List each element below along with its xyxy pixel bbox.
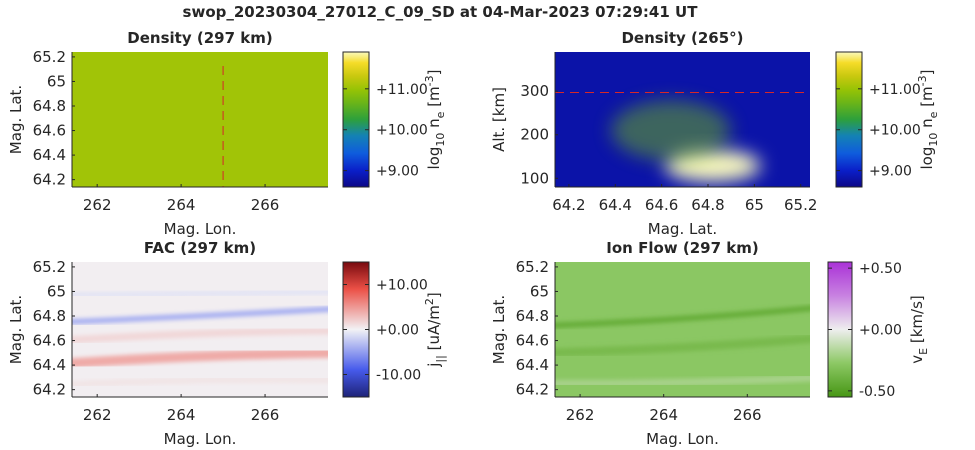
colorbar-tick-label: +11.00 — [869, 82, 921, 98]
colorbar — [342, 51, 370, 188]
flow-band — [555, 334, 810, 357]
fac-band — [72, 288, 328, 299]
colorbar-tick-label: +0.00 — [859, 323, 902, 339]
flow-band — [555, 305, 810, 329]
colorbar-tick-label: -10.00 — [376, 368, 421, 384]
y-axis-label: Mag. Lat. — [7, 295, 25, 364]
x-axis-label: Mag. Lon. — [164, 430, 237, 448]
colorbar — [835, 51, 863, 188]
y-tick-label: 64.4 — [33, 356, 66, 374]
x-tick-label: 64.4 — [599, 196, 632, 214]
colorbar-tick-label: +9.00 — [869, 164, 912, 180]
colorbar-tick-label: +9.00 — [376, 164, 419, 180]
x-tick-label: 266 — [251, 196, 280, 214]
colorbar-tick-label: +0.00 — [376, 323, 419, 339]
colorbar-tick-label: +10.00 — [376, 278, 428, 294]
y-tick-label: 64.6 — [516, 332, 549, 350]
y-axis-label: Mag. Lat. — [7, 85, 25, 154]
y-tick-label: 64.4 — [516, 356, 549, 374]
y-tick-label: 300 — [520, 82, 549, 100]
x-axis-label: Mag. Lon. — [164, 220, 237, 238]
colorbar-tick-label: +0.50 — [859, 261, 902, 277]
panel-fac-map: 262 264 266 64.2 64.4 64.6 64.8 65 65.2 FAC (297 … — [7, 239, 447, 448]
x-tick-label: 64.8 — [691, 196, 724, 214]
y-tick-label: 64.8 — [33, 97, 66, 115]
colorbar — [342, 261, 370, 398]
x-axis-label: Mag. Lat. — [648, 220, 717, 238]
fac-band — [72, 306, 328, 325]
colorbar-label: j|| [uA/m2] — [423, 292, 447, 368]
y-tick-label: 65 — [47, 72, 66, 90]
heatmap-field — [72, 262, 328, 397]
heatmap-field — [72, 52, 328, 187]
x-tick-label: 262 — [83, 406, 112, 424]
heatmap-field — [555, 262, 810, 397]
x-tick-label: 266 — [733, 406, 762, 424]
y-tick-label: 64.6 — [33, 122, 66, 140]
heatmap-cell — [555, 262, 810, 397]
x-tick-label: 266 — [251, 406, 280, 424]
y-tick-label: 64.6 — [33, 332, 66, 350]
panel-density-altitude: 64.2 64.4 64.6 64.8 65 65.2 100 200 300 Density (… — [490, 29, 940, 238]
x-tick-label: 264 — [167, 406, 196, 424]
y-tick-label: 64.8 — [33, 307, 66, 325]
x-tick-label: 262 — [83, 196, 112, 214]
chart-title: Density (265°) — [621, 29, 743, 47]
chart-title: Ion Flow (297 km) — [606, 239, 758, 257]
x-tick-label: 264 — [649, 406, 678, 424]
y-tick-label: 64.8 — [516, 307, 549, 325]
density-dip — [610, 100, 731, 161]
fac-band — [72, 327, 328, 344]
colorbar-tick-label: +11.00 — [376, 82, 428, 98]
x-axis-label: Mag. Lon. — [646, 430, 719, 448]
flow-band — [555, 374, 810, 388]
x-tick-label: 65 — [745, 196, 764, 214]
y-tick-label: 200 — [520, 126, 549, 144]
colorbar-tick-label: +10.00 — [869, 123, 921, 139]
heatmap-field — [555, 52, 810, 187]
y-axis-label: Alt. [km] — [490, 87, 508, 152]
figure-title: swop_20230304_27012_C_09_SD at 04-Mar-20… — [183, 3, 699, 21]
x-tick-label: 264 — [167, 196, 196, 214]
y-tick-label: 100 — [520, 169, 549, 187]
y-tick-label: 65 — [47, 282, 66, 300]
heatmap-cell — [72, 52, 328, 187]
fac-band — [72, 376, 328, 388]
colorbar-label: log10 ne [m-3] — [423, 70, 447, 170]
y-tick-label: 64.2 — [516, 381, 549, 399]
y-tick-label: 64.2 — [33, 171, 66, 189]
y-tick-label: 65.2 — [33, 48, 66, 66]
y-tick-label: 65 — [530, 282, 549, 300]
y-tick-label: 65.2 — [33, 258, 66, 276]
y-tick-label: 65.2 — [516, 258, 549, 276]
y-tick-label: 64.2 — [33, 381, 66, 399]
x-tick-label: 64.2 — [552, 196, 585, 214]
panel-ion-flow-map: 262 264 266 64.2 64.4 64.6 64.8 65 65.2 Ion Flow … — [490, 239, 930, 448]
x-tick-label: 65.2 — [784, 196, 817, 214]
y-tick-label: 64.4 — [33, 146, 66, 164]
x-tick-label: 262 — [566, 406, 595, 424]
colorbar-tick-label: +10.00 — [376, 123, 428, 139]
chart-title: FAC (297 km) — [144, 239, 256, 257]
x-tick-label: 64.6 — [645, 196, 678, 214]
colorbar-label: log10 ne [m-3] — [916, 70, 940, 170]
colorbar-label: vE [km/s] — [908, 295, 930, 363]
colorbar-tick-label: -0.50 — [859, 384, 895, 400]
chart-title: Density (297 km) — [127, 29, 272, 47]
panel-density-map: 262 264 266 64.2 64.4 64.6 64.8 65 65.2 Density (… — [7, 29, 447, 238]
fac-band — [72, 348, 328, 369]
y-axis-label: Mag. Lat. — [490, 295, 508, 364]
